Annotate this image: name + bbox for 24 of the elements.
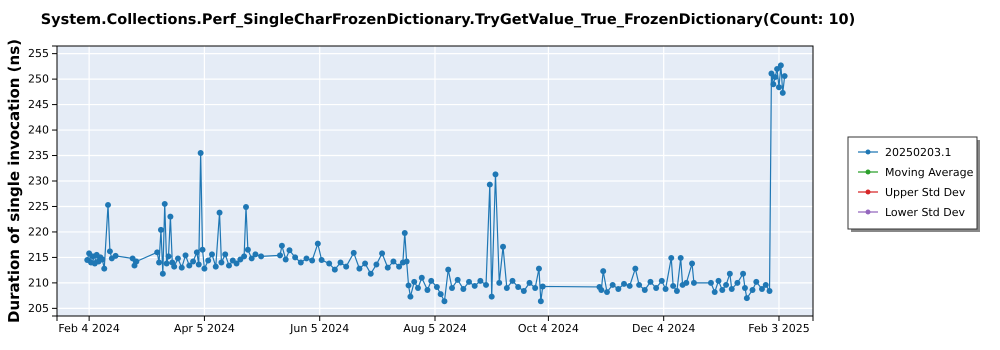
x-tick-label: Feb 3 2025 bbox=[748, 322, 810, 335]
y-tick-label: 245 bbox=[28, 98, 49, 112]
chart-title: System.Collections.Perf_SingleCharFrozenDictionary.TryGetValue_True_FrozenDictionary(Count: 10) bbox=[40, 12, 856, 28]
x-tick-label: Dec 4 2024 bbox=[632, 322, 696, 335]
x-tick-label: Jun 5 2024 bbox=[289, 322, 350, 335]
legend-label: Upper Std Dev bbox=[885, 186, 966, 199]
y-tick-label: 250 bbox=[28, 72, 49, 86]
y-tick-label: 225 bbox=[28, 200, 49, 213]
y-tick-label: 240 bbox=[28, 124, 49, 137]
y-tick-label: 255 bbox=[28, 47, 49, 60]
x-tick-label: Oct 4 2024 bbox=[518, 322, 579, 335]
x-tick-label: Feb 4 2024 bbox=[58, 322, 120, 335]
y-tick-label: 230 bbox=[28, 174, 49, 188]
y-axis-title: Duration of single invocation (ns) bbox=[5, 39, 23, 323]
y-tick-label: 210 bbox=[28, 276, 49, 290]
y-tick-label: 220 bbox=[28, 225, 49, 238]
y-tick-label: 215 bbox=[28, 250, 49, 264]
x-tick-label: Aug 5 2024 bbox=[403, 322, 467, 335]
y-tick-label: 235 bbox=[28, 149, 49, 162]
legend-label: 20250203.1 bbox=[885, 146, 952, 159]
legend-label: Moving Average bbox=[885, 166, 974, 179]
x-tick-label: Apr 5 2024 bbox=[174, 322, 235, 335]
legend-label: Lower Std Dev bbox=[885, 206, 966, 219]
y-tick-label: 205 bbox=[28, 302, 49, 315]
